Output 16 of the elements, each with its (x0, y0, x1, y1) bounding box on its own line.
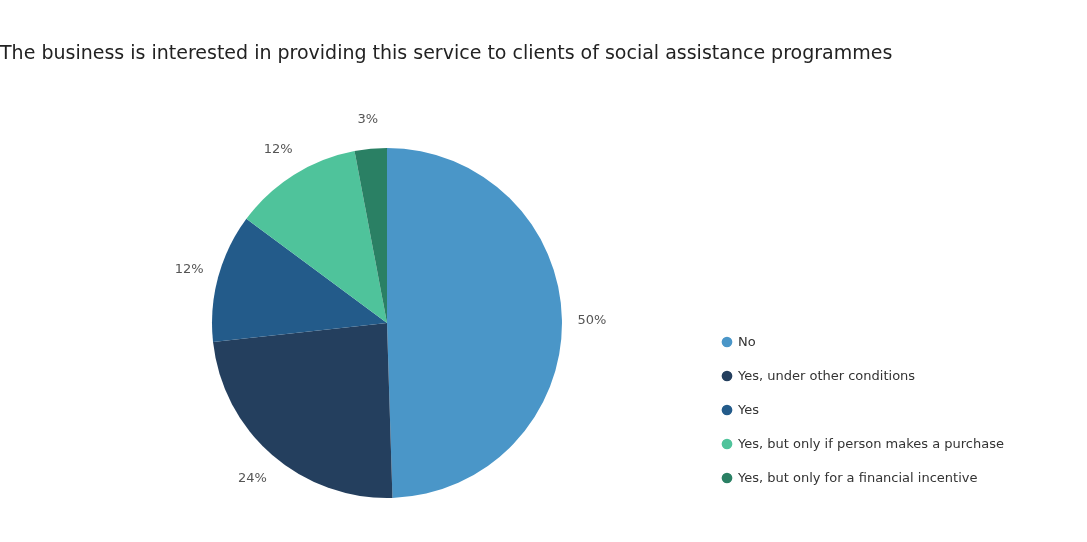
legend-label: No (738, 334, 756, 349)
data-label: 24% (238, 469, 267, 485)
data-label: 12% (174, 261, 204, 277)
data-label: 12% (263, 141, 293, 157)
data-label: 3% (357, 110, 379, 126)
pie-slice (354, 148, 387, 323)
data-label: 50% (577, 311, 607, 327)
legend-label: Yes, but only for a financial incentive (737, 470, 978, 485)
pie-slice (212, 218, 387, 343)
chart-title: The business is interested in providing this service to clients of social assistance programmes (0, 41, 893, 63)
pie-slice (246, 151, 387, 323)
legend-label: Yes, but only if person makes a purchase (737, 436, 1004, 451)
legend-label: Yes, under other conditions (737, 368, 916, 383)
pie-slice (387, 148, 562, 498)
pie-slice (213, 323, 393, 498)
legend-label: Yes (737, 402, 760, 417)
